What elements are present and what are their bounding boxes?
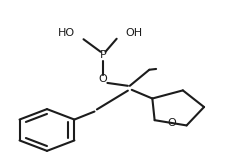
Text: O: O	[99, 74, 107, 84]
Text: O: O	[167, 118, 176, 128]
Text: OH: OH	[125, 28, 142, 38]
Text: P: P	[100, 50, 106, 60]
Text: HO: HO	[57, 28, 74, 38]
